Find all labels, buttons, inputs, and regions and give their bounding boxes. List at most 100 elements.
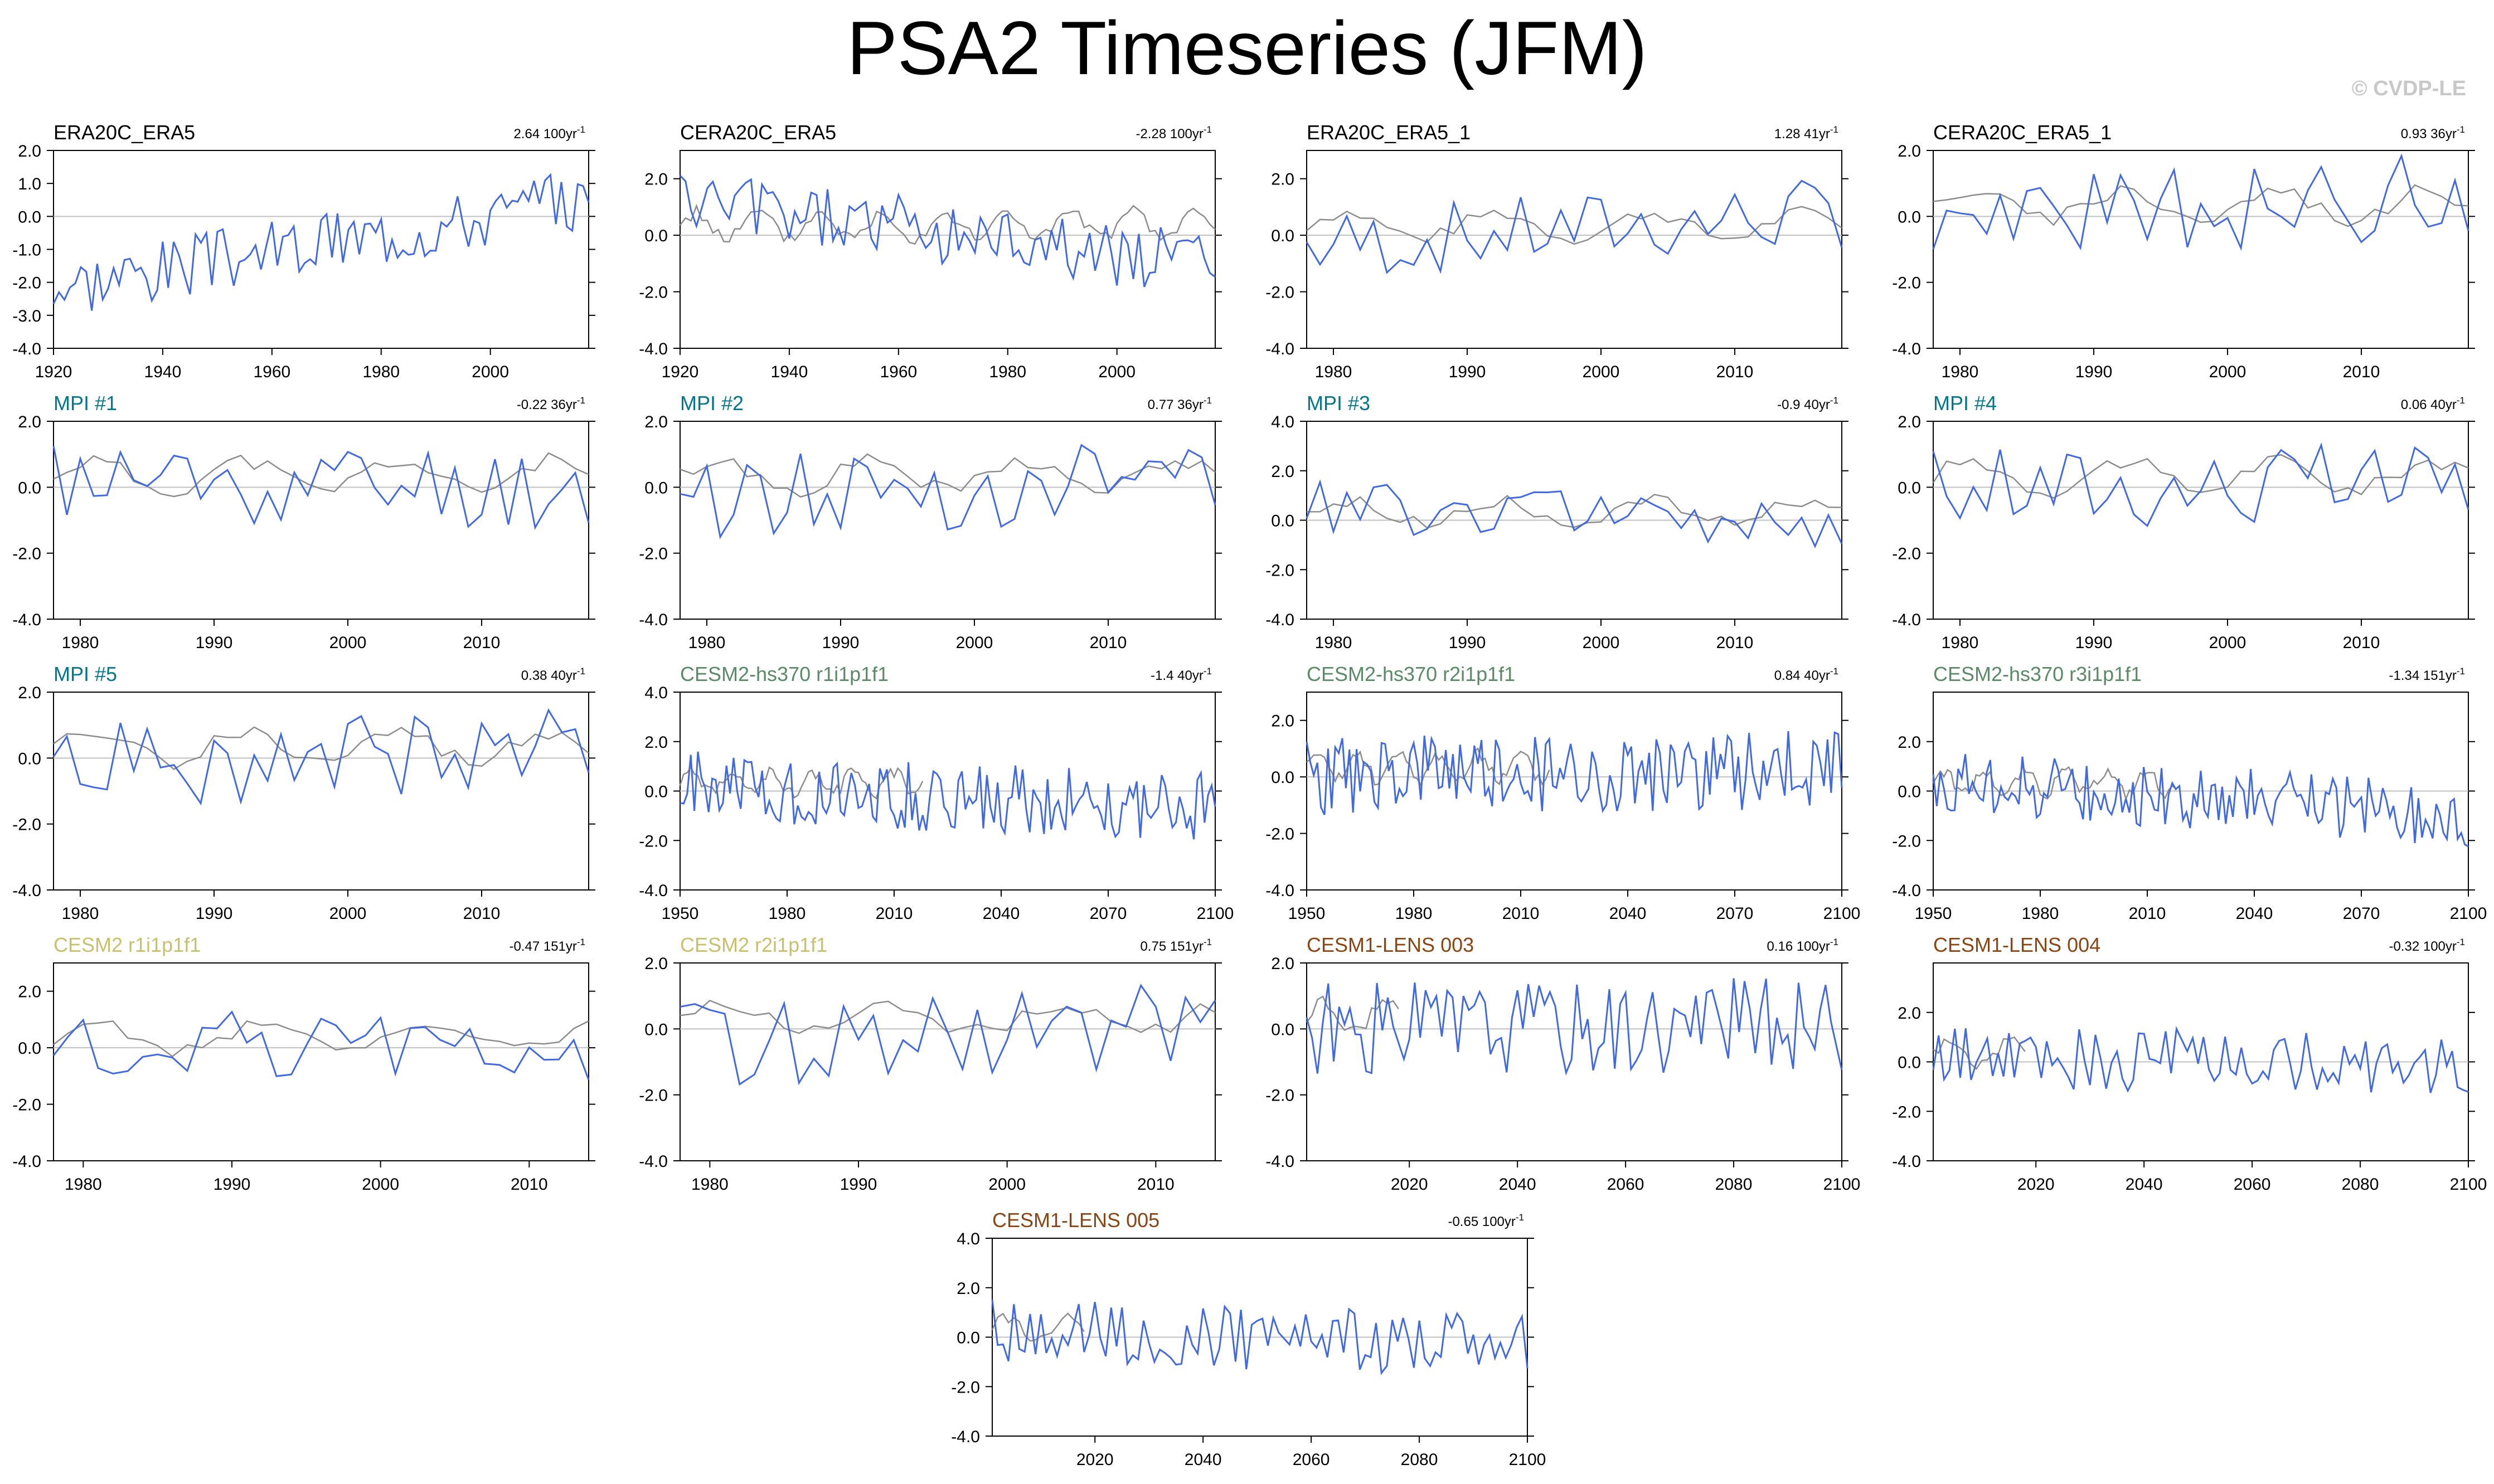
y-tick-label: -4.0	[639, 882, 668, 900]
x-tick-label: 2000	[362, 1175, 399, 1194]
x-tick-label: 1990	[1449, 363, 1486, 381]
x-tick-label: 2010	[1090, 634, 1127, 652]
observed-series-line	[53, 1020, 589, 1058]
trend-label: 0.77 36yr-1	[1148, 395, 1212, 412]
x-tick-label: 2000	[329, 904, 367, 923]
panel-title: CERA20C_ERA5_1	[1933, 121, 2112, 144]
panel-title: ERA20C_ERA5_1	[1307, 121, 1471, 144]
x-tick-label: 2010	[511, 1175, 548, 1194]
x-tick-label: 1950	[1915, 904, 1952, 923]
x-tick-label: 2060	[1293, 1451, 1330, 1469]
plot-frame	[53, 421, 589, 620]
x-tick-label: 1980	[362, 363, 400, 381]
y-tick-label: -2.0	[1265, 561, 1294, 580]
y-tick-label: -2.0	[1265, 1087, 1294, 1105]
x-tick-label: 1940	[144, 363, 182, 381]
y-tick-label: 0.0	[1898, 208, 1921, 226]
x-tick-label: 1980	[688, 634, 726, 652]
model-series-line	[680, 751, 1216, 840]
y-tick-label: 4.0	[1271, 413, 1294, 431]
x-tick-label: 2060	[2234, 1175, 2271, 1194]
x-tick-label: 2000	[1583, 363, 1620, 381]
observed-series-line	[679, 766, 924, 800]
model-series-line	[1306, 179, 1843, 274]
x-tick-label: 1980	[1942, 634, 1979, 652]
chart-panel-3: 2.0 0.0 -2.0 -4.0 1980 1990 2000 2010 ERA20C_ERA…	[1265, 121, 1848, 381]
x-tick-label: 2100	[1509, 1451, 1546, 1469]
x-tick-label: 1980	[62, 634, 99, 652]
y-tick-label: -2.0	[639, 1087, 668, 1105]
x-tick-label: 1920	[35, 363, 72, 381]
credit-text: © CVDP-LE	[2351, 77, 2466, 100]
y-tick-label: -2.0	[951, 1378, 980, 1397]
trend-label: -1.34 151yr-1	[2389, 666, 2465, 683]
y-tick-label: 0.0	[644, 1020, 668, 1039]
panel-title: CESM2 r2i1p1f1	[680, 933, 827, 956]
trend-label: 0.93 36yr-1	[2401, 124, 2465, 142]
model-series-line	[680, 984, 1216, 1086]
model-series-line	[1932, 153, 2469, 251]
x-tick-label: 1980	[62, 904, 99, 923]
y-tick-label: -2.0	[1892, 545, 1921, 563]
panel-title: MPI #2	[680, 392, 744, 415]
trend-label: -0.9 40yr-1	[1777, 395, 1838, 412]
y-tick-label: 0.0	[644, 783, 668, 801]
model-series-line	[1306, 978, 1843, 1076]
x-tick-label: 1980	[65, 1175, 102, 1194]
x-tick-label: 1990	[822, 634, 860, 652]
panel-title: CESM2 r1i1p1f1	[54, 933, 201, 956]
x-tick-label: 1990	[2075, 634, 2113, 652]
x-tick-label: 2080	[1715, 1175, 1753, 1194]
x-tick-label: 2010	[2343, 634, 2380, 652]
trend-label: -1.4 40yr-1	[1151, 666, 1212, 683]
y-tick-label: -2.0	[1892, 1103, 1921, 1121]
panel-title: MPI #3	[1307, 392, 1370, 415]
model-series-line	[1932, 442, 2469, 527]
y-tick-label: -2.0	[1265, 284, 1294, 302]
panel-title: CESM2-hs370 r1i1p1f1	[680, 663, 889, 685]
y-tick-label: 2.0	[1898, 142, 1921, 160]
x-tick-label: 2000	[2209, 363, 2246, 381]
model-series-line	[991, 1300, 1529, 1375]
plot-frame	[1306, 150, 1842, 349]
chart-panel-12: 2.0 0.0 -2.0 -4.0 1950 1980 2010 2040 2070 2100 CE…	[1892, 663, 2487, 923]
plot-frame	[53, 692, 589, 891]
y-tick-label: 2.0	[644, 955, 668, 973]
chart-panel-11: 2.0 0.0 -2.0 -4.0 1950 1980 2010 2040 2070 2100 CE…	[1265, 663, 1860, 923]
x-tick-label: 1980	[691, 1175, 729, 1194]
trend-label: 0.84 40yr-1	[1774, 666, 1838, 683]
trend-label: 0.75 151yr-1	[1140, 937, 1212, 954]
x-tick-label: 2010	[876, 904, 913, 923]
plot-frame	[1933, 421, 2469, 620]
y-tick-label: -4.0	[1892, 611, 1921, 629]
y-tick-label: -4.0	[639, 611, 668, 629]
y-tick-label: 4.0	[644, 684, 668, 702]
plot-frame	[53, 962, 589, 1161]
y-tick-label: 0.0	[1271, 768, 1294, 787]
y-tick-label: 1.0	[18, 175, 41, 193]
chart-panel-5: 2.0 0.0 -2.0 -4.0 1980 1990 2000 2010 MPI #1 -0.2…	[12, 392, 595, 652]
y-tick-label: -2.0	[12, 274, 41, 293]
y-tick-label: 0.0	[644, 479, 668, 497]
x-tick-label: 2000	[956, 634, 993, 652]
x-tick-label: 2010	[2129, 904, 2166, 923]
x-tick-label: 2060	[1607, 1175, 1644, 1194]
trend-label: 0.06 40yr-1	[2401, 395, 2465, 412]
model-series-line	[680, 444, 1216, 539]
x-tick-label: 1960	[253, 363, 290, 381]
observed-series-line	[680, 453, 1216, 498]
trend-label: 1.28 41yr-1	[1774, 124, 1838, 142]
y-tick-label: -2.0	[639, 284, 668, 302]
y-tick-label: -4.0	[1892, 340, 1921, 358]
model-series-line	[1932, 1026, 2469, 1093]
y-tick-label: -2.0	[1892, 274, 1921, 293]
chart-panel-2: 2.0 0.0 -2.0 -4.0 1920 1940 1960 1980 2000 CERA20…	[639, 121, 1222, 381]
plot-frame	[680, 421, 1216, 620]
x-tick-label: 1940	[771, 363, 808, 381]
x-tick-label: 2010	[2343, 363, 2380, 381]
observed-series-line	[53, 726, 589, 770]
model-series-line	[52, 708, 590, 806]
plot-frame	[1306, 962, 1842, 1161]
x-tick-label: 1980	[769, 904, 806, 923]
